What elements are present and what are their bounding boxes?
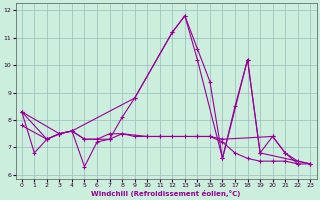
X-axis label: Windchill (Refroidissement éolien,°C): Windchill (Refroidissement éolien,°C) bbox=[91, 190, 241, 197]
